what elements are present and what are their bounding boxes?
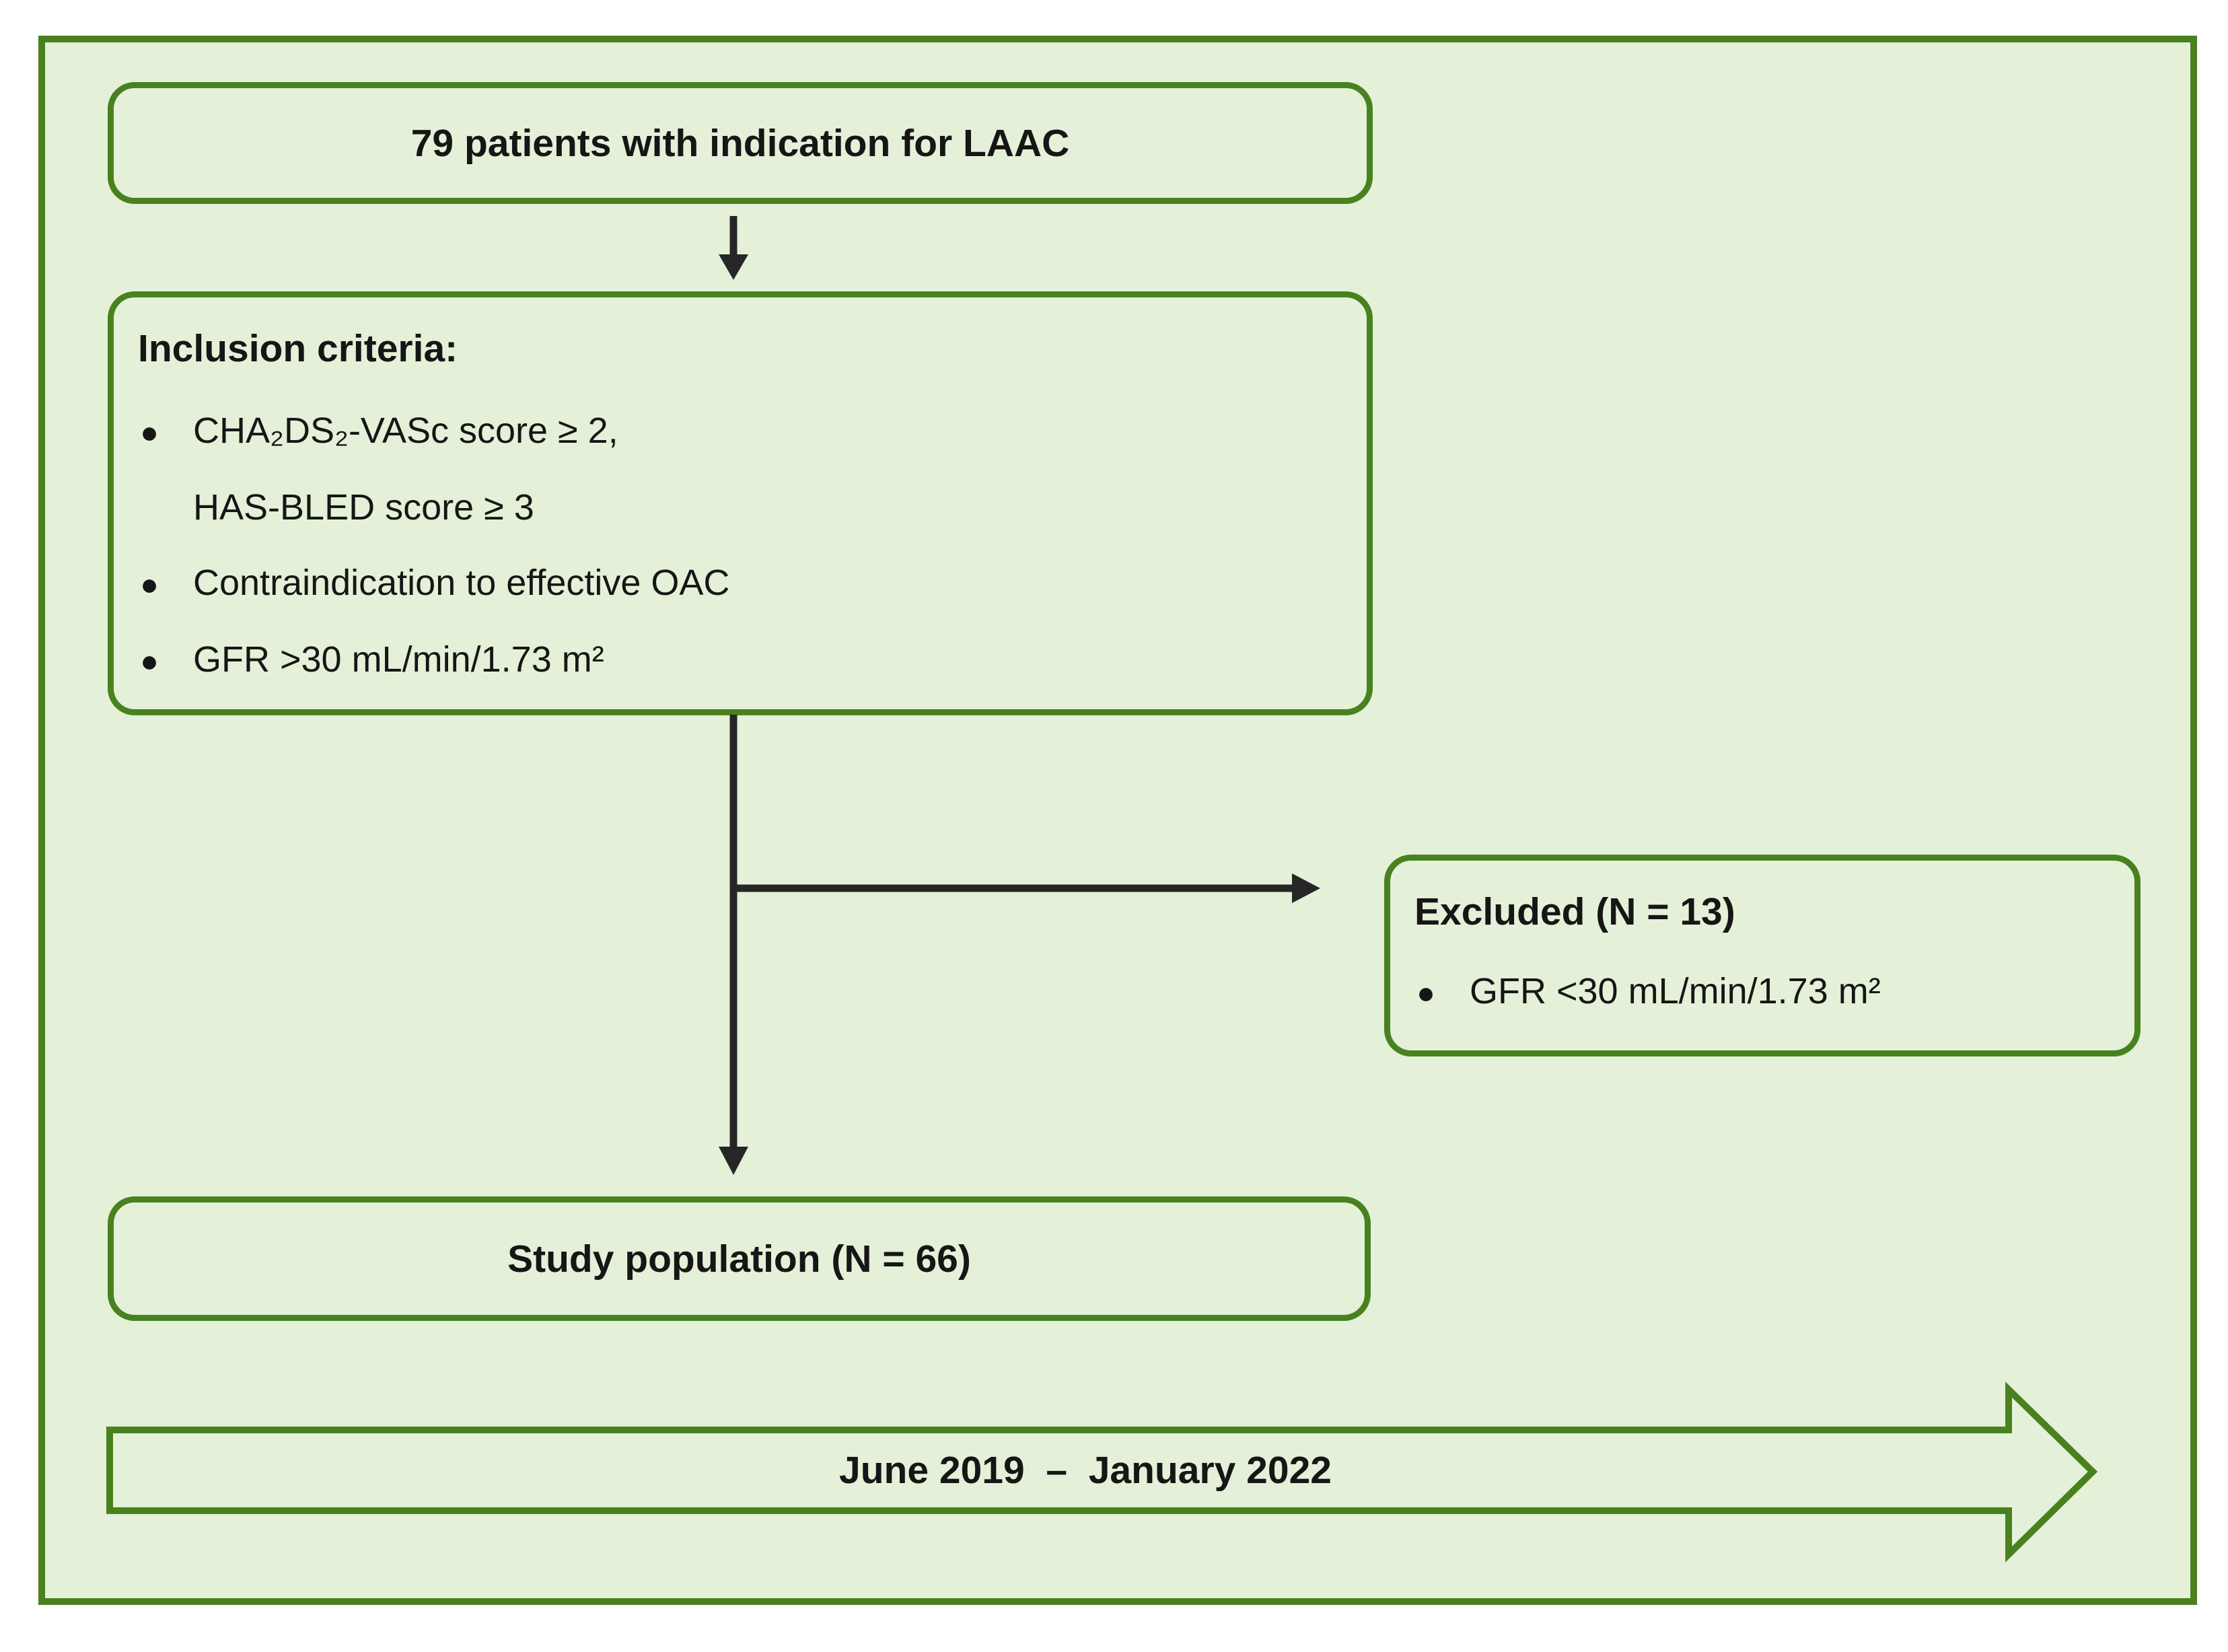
list-item-text: GFR <30 mL/min/1.73 m² bbox=[1470, 971, 1881, 1011]
list-item-text: GFR >30 mL/min/1.73 m² bbox=[193, 639, 604, 680]
study-population-label: Study population (N = 66) bbox=[507, 1237, 971, 1281]
outer-panel bbox=[38, 36, 2197, 1605]
excluded-body: Excluded (N = 13) ● GFR <30 mL/min/1.73 … bbox=[1390, 861, 2134, 1030]
bullet-icon: ● bbox=[140, 643, 159, 678]
list-item: ● CHA₂DS₂-VASc score ≥ 2, bbox=[138, 393, 1346, 470]
list-item-text: CHA₂DS₂-VASc score ≥ 2, bbox=[193, 410, 618, 451]
excluded-list: ● GFR <30 mL/min/1.73 m² bbox=[1414, 954, 2114, 1030]
list-item-text: HAS-BLED score ≥ 3 bbox=[193, 487, 534, 528]
top-patients-box: 79 patients with indication for LAAC bbox=[108, 82, 1373, 204]
list-item: ● Contraindication to effective OAC bbox=[138, 545, 1346, 622]
study-population-box: Study population (N = 66) bbox=[108, 1196, 1371, 1321]
excluded-box: Excluded (N = 13) ● GFR <30 mL/min/1.73 … bbox=[1384, 855, 2141, 1056]
excluded-title: Excluded (N = 13) bbox=[1414, 890, 1735, 933]
top-patients-label: 79 patients with indication for LAAC bbox=[410, 121, 1070, 165]
bullet-icon: ● bbox=[140, 415, 159, 450]
inclusion-criteria-list: ● CHA₂DS₂-VASc score ≥ 2, HAS-BLED score… bbox=[138, 393, 1346, 698]
inclusion-criteria-title: Inclusion criteria: bbox=[138, 327, 458, 370]
inclusion-criteria-body: Inclusion criteria: ● CHA₂DS₂-VASc score… bbox=[114, 297, 1367, 698]
list-item: HAS-BLED score ≥ 3 bbox=[138, 470, 1346, 545]
list-item: ● GFR <30 mL/min/1.73 m² bbox=[1414, 954, 2114, 1030]
list-item: ● GFR >30 mL/min/1.73 m² bbox=[138, 622, 1346, 698]
bullet-icon: ● bbox=[1416, 975, 1435, 1010]
list-item-text: Contraindication to effective OAC bbox=[193, 563, 730, 603]
timeline-label: June 2019 – January 2022 bbox=[839, 1449, 1332, 1492]
inclusion-criteria-box: Inclusion criteria: ● CHA₂DS₂-VASc score… bbox=[108, 291, 1373, 715]
bullet-icon: ● bbox=[140, 567, 159, 602]
